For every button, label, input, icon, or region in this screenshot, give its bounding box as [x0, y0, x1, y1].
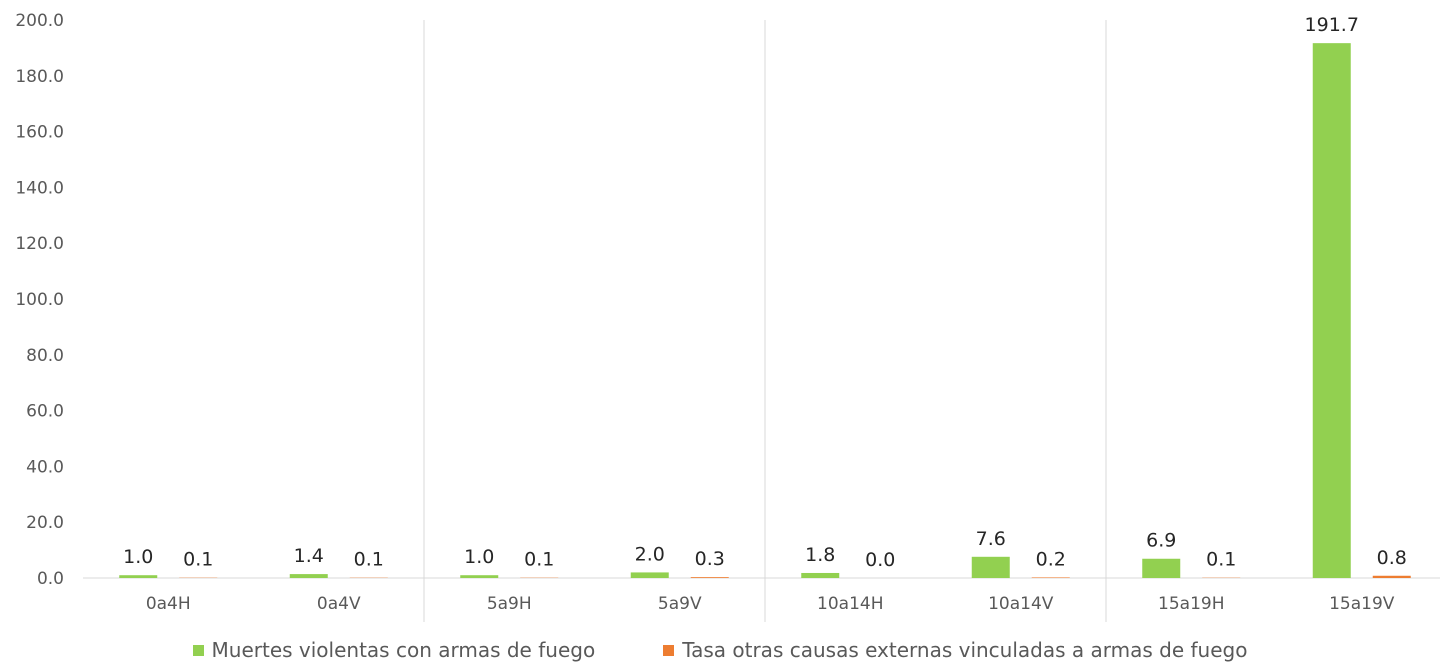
- data-label-tasa: 0.2: [1036, 548, 1066, 570]
- legend-label-tasa: Tasa otras causas externas vinculadas a …: [682, 638, 1248, 662]
- bar-muertes: [119, 575, 158, 578]
- legend-swatch-muertes: [192, 644, 204, 656]
- data-label-muertes: 191.7: [1305, 14, 1359, 36]
- bar-tasa: [690, 577, 729, 578]
- data-label-tasa: 0.1: [524, 549, 554, 571]
- bar-tasa: [1031, 577, 1070, 578]
- data-label-muertes: 1.0: [464, 546, 494, 568]
- bar-muertes: [1312, 43, 1351, 579]
- data-label-tasa: 0.1: [354, 549, 384, 571]
- y-tick-label: 200.0: [15, 11, 64, 31]
- x-tick-label: 10a14V: [988, 594, 1054, 614]
- bar-muertes: [460, 575, 499, 578]
- data-label-muertes: 7.6: [976, 528, 1006, 550]
- y-tick-label: 80.0: [26, 346, 64, 366]
- y-tick-label: 120.0: [15, 234, 64, 254]
- data-label-muertes: 6.9: [1146, 530, 1176, 552]
- y-tick-label: 140.0: [15, 178, 64, 198]
- x-tick-label: 0a4V: [317, 594, 361, 614]
- y-tick-label: 180.0: [15, 67, 64, 87]
- bar-muertes: [971, 556, 1010, 578]
- data-label-tasa: 0.8: [1377, 547, 1407, 569]
- x-tick-label: 15a19H: [1158, 594, 1224, 614]
- bar-muertes: [801, 572, 840, 578]
- bar-tasa: [1372, 575, 1411, 578]
- legend-label-muertes: Muertes violentas con armas de fuego: [211, 638, 596, 662]
- bar-muertes: [289, 574, 328, 578]
- data-label-muertes: 1.8: [805, 544, 835, 566]
- x-tick-label: 10a14H: [817, 594, 883, 614]
- data-label-tasa: 0.3: [695, 548, 725, 570]
- data-label-muertes: 1.0: [123, 546, 153, 568]
- y-tick-label: 40.0: [26, 457, 64, 477]
- chart-plot: 0.0 20.0 40.0 60.0 80.0 100.0 120.0 140.0 160.0 1…: [15, 11, 1440, 622]
- legend-item-muertes: Muertes violentas con armas de fuego: [192, 638, 596, 662]
- bar-muertes: [1142, 558, 1181, 578]
- data-label-muertes: 1.4: [294, 545, 324, 567]
- y-tick-label: 20.0: [26, 513, 64, 533]
- legend: Muertes violentas con armas de fuego Tas…: [0, 638, 1440, 662]
- x-tick-label: 5a9H: [487, 594, 532, 614]
- x-tick-label: 0a4H: [146, 594, 191, 614]
- y-tick-label: 160.0: [15, 123, 64, 143]
- data-label-tasa: 0.1: [1206, 549, 1236, 571]
- y-tick-label: 60.0: [26, 402, 64, 422]
- x-tick-label: 5a9V: [658, 594, 702, 614]
- y-tick-label: 0.0: [37, 569, 64, 589]
- y-tick-label: 100.0: [15, 290, 64, 310]
- bar-muertes: [630, 572, 669, 578]
- data-label-tasa: 0.0: [865, 549, 895, 571]
- data-label-muertes: 2.0: [635, 543, 665, 565]
- x-tick-label: 15a19V: [1329, 594, 1395, 614]
- legend-item-tasa: Tasa otras causas externas vinculadas a …: [663, 638, 1247, 662]
- legend-swatch-tasa: [663, 644, 675, 656]
- data-label-tasa: 0.1: [183, 549, 213, 571]
